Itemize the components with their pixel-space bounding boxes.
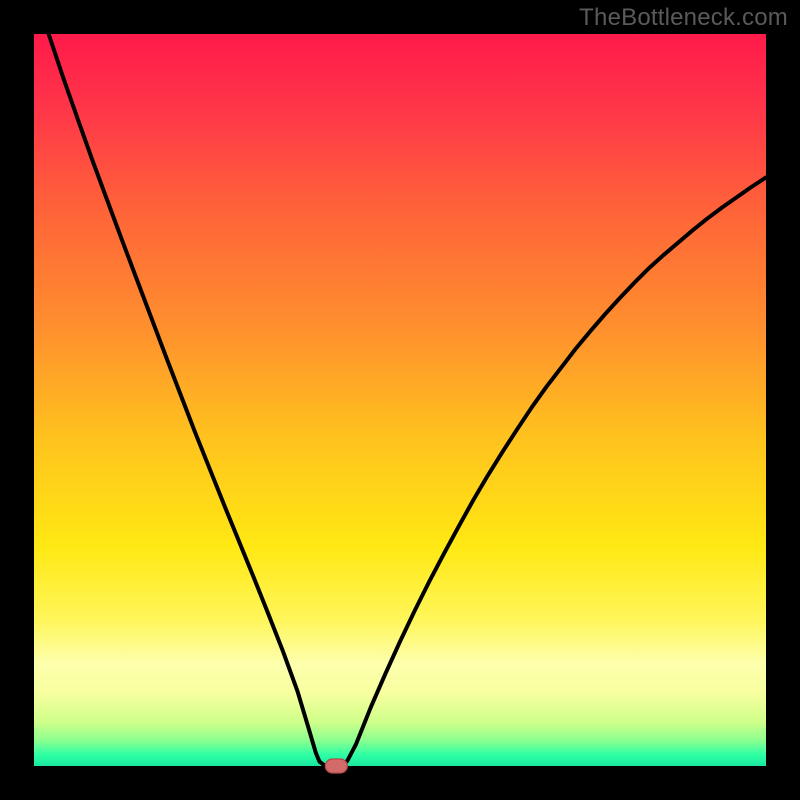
bottleneck-chart: [0, 0, 800, 800]
plot-background-gradient: [34, 34, 766, 766]
watermark-text: TheBottleneck.com: [579, 4, 788, 32]
chart-container: { "watermark": { "text": "TheBottleneck.…: [0, 0, 800, 800]
optimal-marker: [325, 759, 347, 773]
